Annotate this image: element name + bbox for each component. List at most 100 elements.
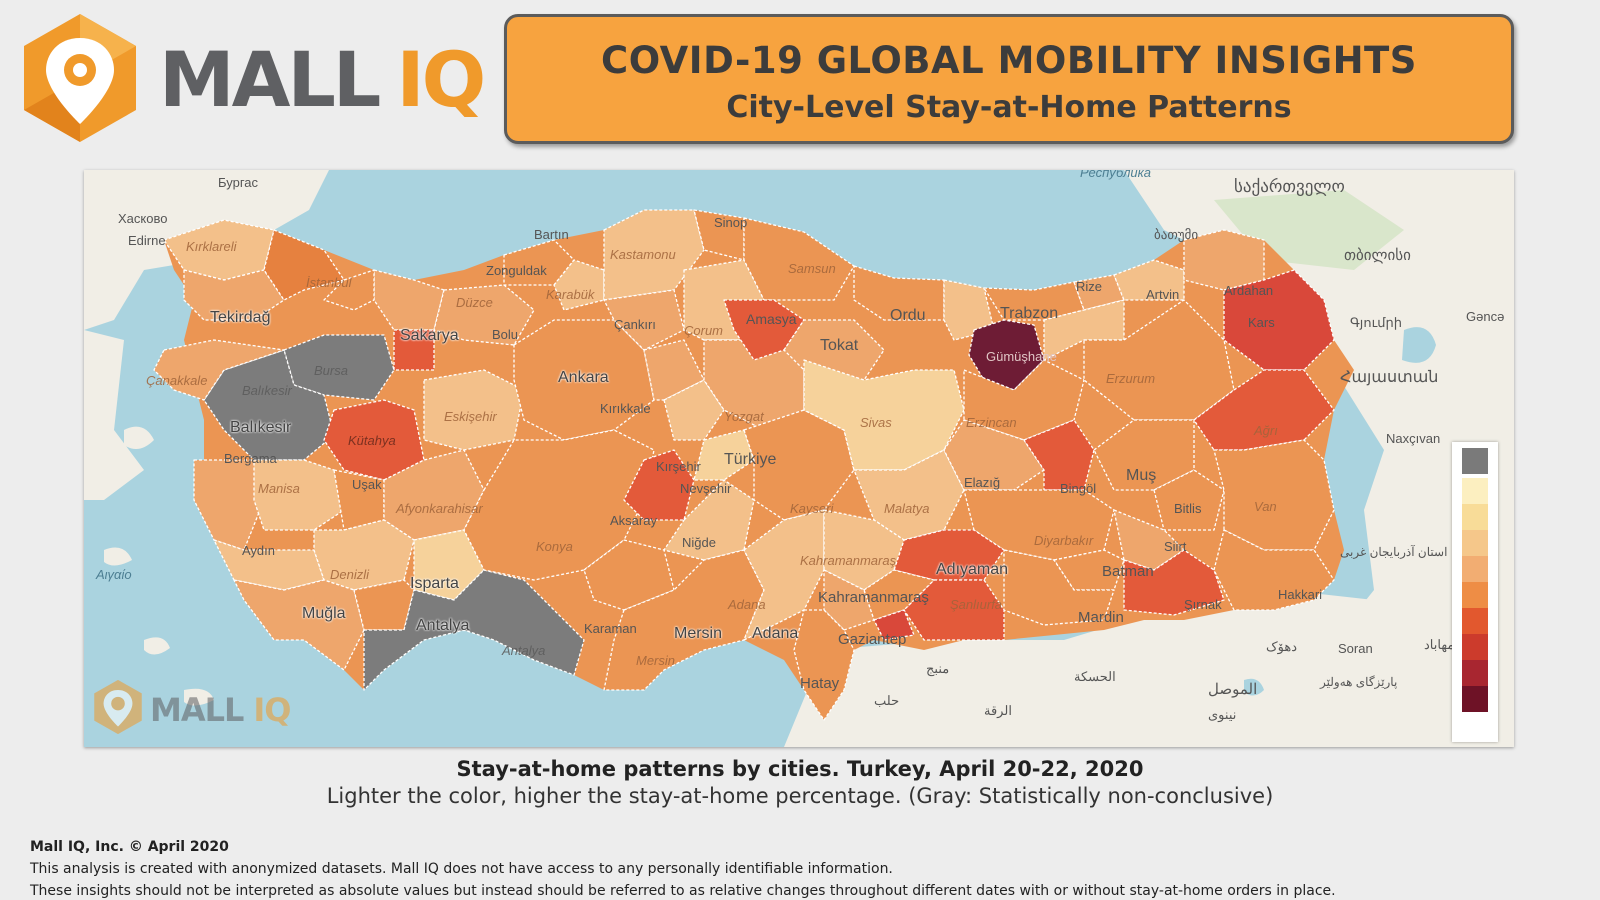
region-cankiri [603, 289, 685, 351]
region-kahramanmaras [823, 509, 905, 591]
region-kocaeli [323, 269, 375, 311]
mall-iq-logo: MALL IQ [14, 12, 486, 144]
legend-swatch [1462, 660, 1488, 686]
label-van: Van [1254, 499, 1277, 514]
legend-swatch [1462, 608, 1488, 634]
label-kutahya: Kütahya [348, 433, 396, 448]
label-tekirdag: Tekirdağ [210, 309, 271, 326]
copyright: Mall IQ, Inc. © April 2020 [30, 839, 229, 855]
label-kahramanmaras-province: Kahramanmaraş [800, 553, 897, 568]
legend-swatch [1462, 504, 1488, 530]
region-mardin [1003, 549, 1115, 626]
map-caption-note: Lighter the color, higher the stay-at-ho… [326, 784, 1274, 808]
lake-sevan [1402, 327, 1436, 363]
region-karabuk [553, 259, 605, 311]
label-gaziantep: Gaziantep [838, 631, 907, 648]
label-antalya: Antalya [416, 617, 470, 634]
region-bilecik [393, 329, 435, 371]
region-osmaniye [823, 569, 875, 631]
map-pin-icon [24, 14, 136, 142]
region-antalya [363, 569, 585, 691]
label-ardahan: Ardahan [1224, 283, 1274, 298]
turkey-choropleth-map[interactable]: Бургас Хасково Edirne Αιγαίο Республика … [84, 170, 1514, 747]
label-adiyaman: Adıyaman [936, 561, 1009, 578]
region-kirsehir [663, 379, 725, 441]
legend-swatch [1462, 478, 1488, 504]
region-mugla [233, 579, 365, 671]
watermark-wordmark: MALL IQ [150, 691, 292, 729]
label-soran: Soran [1338, 641, 1373, 656]
label-aigaio: Αιγαίο [96, 567, 132, 582]
label-tokat: Tokat [820, 337, 859, 354]
disclaimer-line-1: This analysis is created with anonymized… [30, 861, 893, 877]
label-duhok: دهۆک [1266, 639, 1297, 654]
label-mugla: Muğla [302, 605, 346, 622]
region-bitlis [1153, 469, 1225, 531]
label-sakarya: Sakarya [400, 327, 459, 344]
label-republic: Республика [1080, 170, 1152, 180]
label-isparta: Isparta [410, 575, 459, 592]
color-legend [1452, 442, 1498, 742]
region-kirikkale [643, 339, 705, 401]
legend-swatch [1462, 634, 1488, 660]
label-duzce: Düzce [456, 295, 493, 310]
region-erzincan [963, 359, 1085, 441]
label-zonguldak: Zonguldak [486, 263, 547, 278]
banner-title: COVID-19 GLOBAL MOBILITY INSIGHTS [601, 39, 1417, 82]
label-sanliurfa: Şanlıurfa [950, 597, 1003, 612]
region-hakkari [1213, 529, 1335, 611]
label-kahramanmaras: Kahramanmaraş [818, 589, 929, 606]
label-samsun: Samsun [788, 261, 836, 276]
label-sivas: Sivas [860, 415, 892, 430]
land-greece [84, 330, 144, 500]
label-adana: Adana [752, 625, 799, 642]
label-sinop: Sinop [714, 215, 748, 230]
label-burgas: Бургас [218, 175, 259, 190]
label-kurdistan: پارێزگای هەولێر [1320, 675, 1398, 689]
label-elazig: Elazığ [964, 475, 1001, 490]
label-manisa: Manisa [258, 481, 300, 496]
label-bolu: Bolu [492, 327, 519, 342]
label-turkiye: Türkiye [724, 451, 777, 468]
label-kirklareli: Kırklareli [186, 239, 237, 254]
watermark-word-iq: IQ [253, 691, 291, 729]
label-georgia: საქართველო [1234, 177, 1345, 196]
label-nigde: Niğde [682, 535, 716, 550]
label-istanbul: İstanbul [306, 275, 352, 290]
region-tekirdag [183, 269, 285, 321]
region-konya [463, 429, 655, 581]
label-kastamonu: Kastamonu [610, 247, 676, 262]
region-gumushane [968, 319, 1045, 391]
label-eskisehir: Eskişehir [444, 409, 497, 424]
label-gumushane: Gümüşhane [986, 349, 1057, 364]
map-watermark: MALL IQ [90, 679, 292, 739]
label-agri: Ağrı [1254, 423, 1278, 438]
map-canvas [84, 170, 1514, 747]
label-manbij: منبج [926, 661, 950, 676]
islands-aegean [104, 426, 214, 706]
label-mersin: Mersin [674, 625, 723, 642]
logo-wordmark: MALL IQ [159, 42, 486, 118]
region-kilis [873, 609, 915, 641]
label-yozgat: Yozgat [724, 409, 764, 424]
label-diyarbakir: Diyarbakır [1034, 533, 1094, 548]
label-bartin: Bartın [534, 227, 569, 242]
region-canakkale [153, 339, 285, 401]
label-bitlis: Bitlis [1174, 501, 1202, 516]
label-erzincan: Erzincan [966, 415, 1017, 430]
region-erzurum [1083, 299, 1235, 421]
label-nakhchivan: Naxçıvan [1386, 431, 1441, 446]
disclaimer-line-2: These insights should not be interpreted… [30, 883, 1336, 899]
label-ordu: Ordu [890, 307, 926, 324]
label-haskovo: Хасково [118, 211, 168, 226]
legend-swatch [1462, 556, 1488, 582]
label-ninawa: نینوى [1208, 707, 1237, 722]
label-sirnak: Şırnak [1184, 597, 1222, 612]
label-malatya: Malatya [884, 501, 930, 516]
label-tbilisi: თბილისი [1344, 247, 1411, 264]
label-kirikkale: Kırıkkale [600, 401, 651, 416]
land-caucasus [1124, 170, 1514, 747]
label-bingol: Bingöl [1060, 481, 1097, 496]
lake-mosul [1244, 678, 1264, 696]
region-sirnak [1123, 549, 1225, 616]
